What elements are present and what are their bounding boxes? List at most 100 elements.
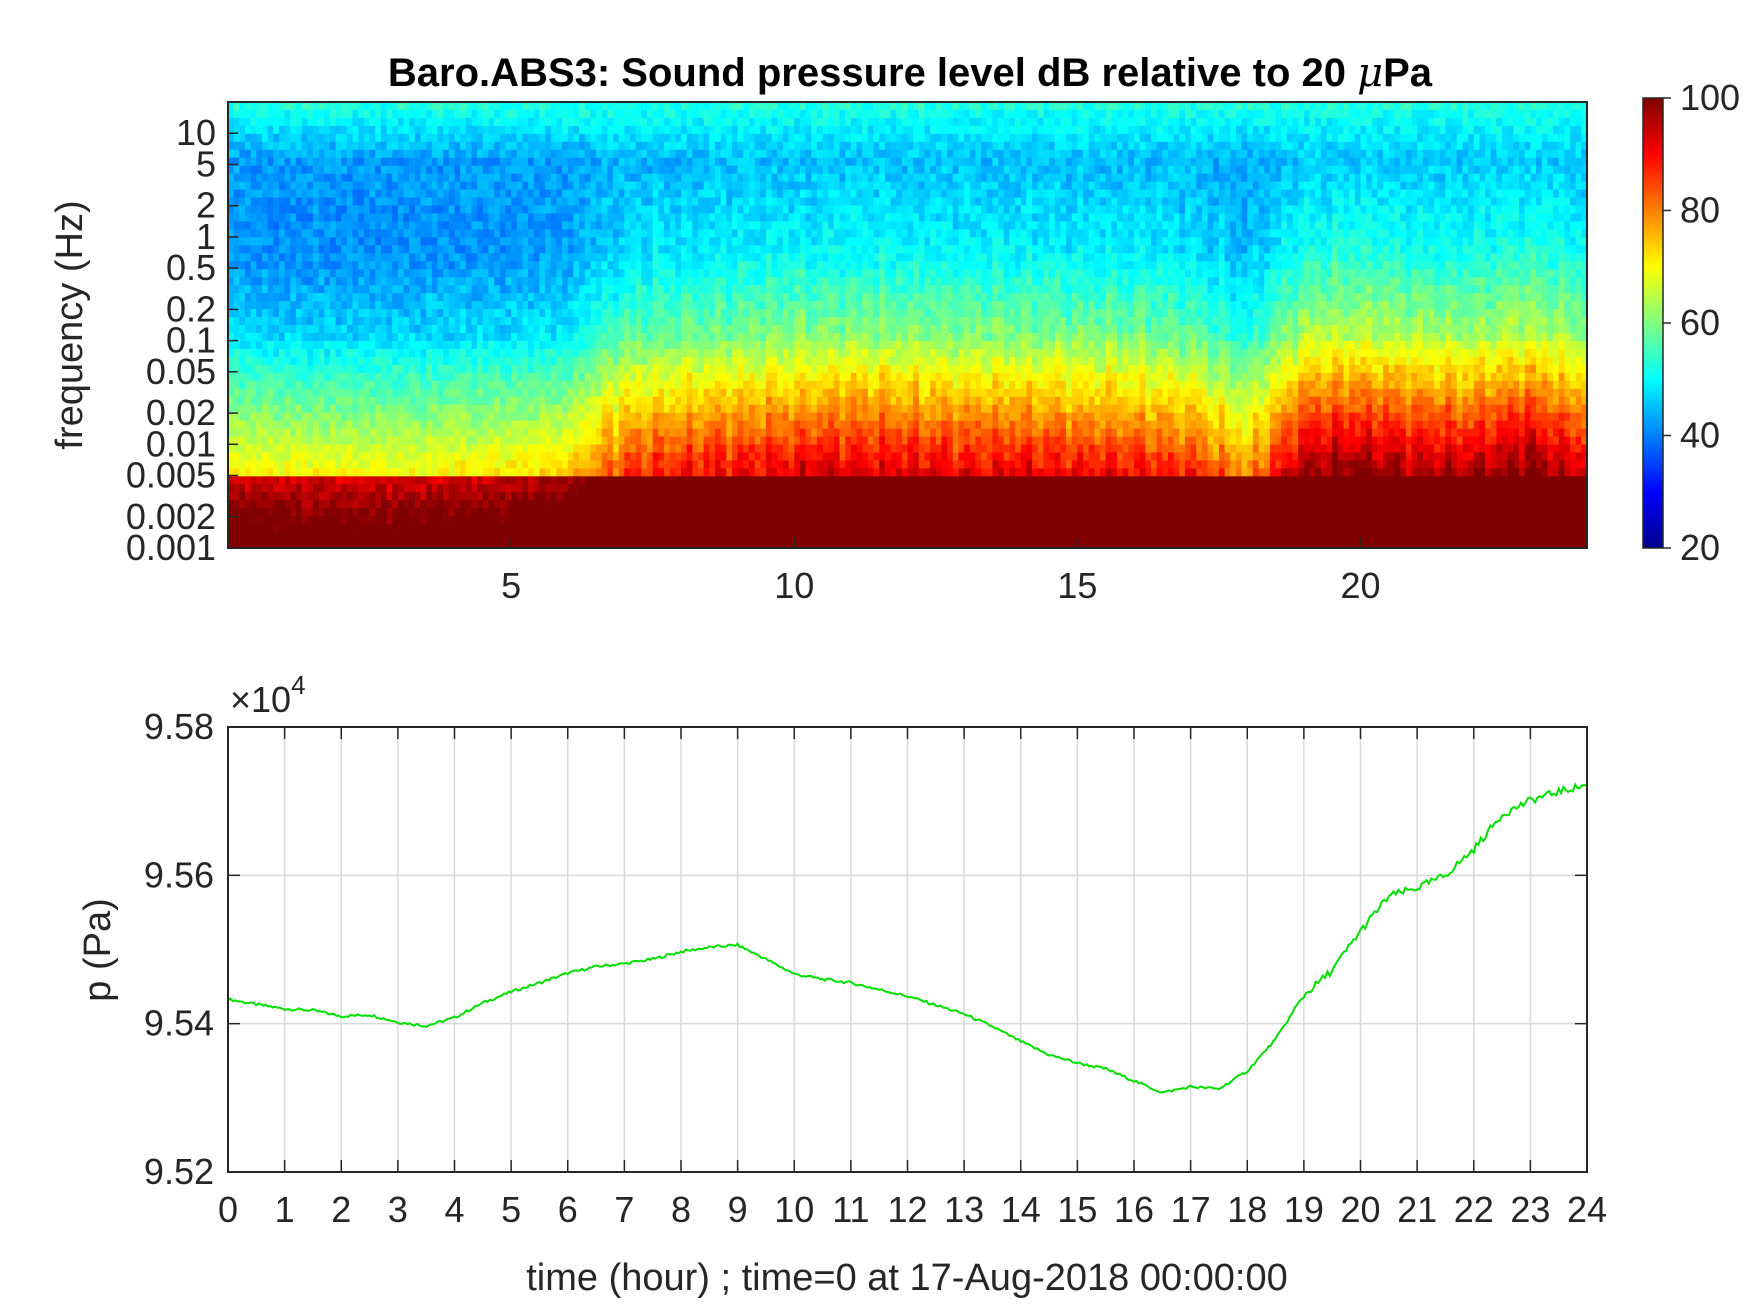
spectrogram-cell xyxy=(477,492,484,501)
spectrogram-cell xyxy=(618,189,625,199)
spectrogram-cell xyxy=(675,165,682,175)
spectrogram-cell xyxy=(669,444,676,454)
spectrogram-cell xyxy=(267,396,274,406)
spectrogram-cell xyxy=(505,356,512,366)
spectrogram-cell xyxy=(601,245,608,254)
spectrogram-cell xyxy=(352,388,359,398)
spectrogram-cell xyxy=(386,508,393,517)
spectrogram-cell xyxy=(511,540,518,549)
spectrogram-cell xyxy=(256,317,263,326)
spectrogram-cell xyxy=(567,317,575,326)
spectrogram-cell xyxy=(397,508,405,517)
spectrogram-cell xyxy=(420,189,427,199)
spectrogram-cell xyxy=(584,444,591,454)
spectrogram-cell xyxy=(329,205,337,215)
spectrogram-cell xyxy=(573,149,580,159)
spectrogram-cell xyxy=(448,540,456,549)
spectrogram-cell xyxy=(726,221,733,231)
spectrogram-cell xyxy=(652,245,659,254)
spectrogram-cell xyxy=(426,245,433,254)
spectrogram-cell xyxy=(448,460,456,469)
spectrogram-cell xyxy=(511,428,518,438)
spectrogram-cell xyxy=(409,133,416,143)
spectrogram-cell xyxy=(720,221,727,231)
spectrogram-cell xyxy=(431,189,439,199)
spectrogram-cell xyxy=(618,245,625,254)
spectrogram-cell xyxy=(590,149,597,159)
spectrogram-cell xyxy=(703,372,710,382)
spectrogram-cell xyxy=(312,197,320,207)
spectrogram-cell xyxy=(228,492,235,501)
spectrogram-cell xyxy=(652,428,659,438)
spectrogram-cell xyxy=(295,157,303,167)
spectrogram-cell xyxy=(607,181,614,191)
spectrogram-cell xyxy=(358,508,365,517)
spectrogram-cell xyxy=(301,245,308,254)
spectrogram-cell xyxy=(494,237,501,246)
spectrogram-cell xyxy=(443,125,450,135)
spectrogram-cell xyxy=(618,484,625,493)
spectrogram-cell xyxy=(239,340,246,350)
spectrogram-cell xyxy=(669,221,676,231)
spectrogram-cell xyxy=(312,133,320,143)
spectrogram-cell xyxy=(312,468,320,477)
spectrogram-cell xyxy=(312,149,320,159)
spectrogram-cell xyxy=(488,508,495,517)
spectrogram-cell xyxy=(471,133,478,143)
spectrogram-cell xyxy=(273,540,280,549)
spectrogram-cell xyxy=(664,237,671,246)
spectrogram-cell xyxy=(709,237,716,246)
spectrogram-cell xyxy=(329,340,337,350)
spectrogram-cell xyxy=(539,197,546,207)
spectrogram-cell xyxy=(528,532,535,541)
spectrogram-cell xyxy=(550,181,558,191)
spectrogram-cell xyxy=(307,309,314,318)
spectrogram-cell xyxy=(443,165,450,175)
spectrogram-cell xyxy=(318,340,325,350)
spectrogram-cell xyxy=(703,508,710,517)
spectrogram-cell xyxy=(295,165,303,175)
spectrogram-cell xyxy=(358,340,365,350)
spectrogram-cell xyxy=(550,205,558,215)
spectrogram-cell xyxy=(267,516,274,525)
spectrogram-cell xyxy=(278,452,286,461)
spectrogram-cell xyxy=(635,540,642,549)
spectrogram-cell xyxy=(652,476,659,485)
spectrogram-cell xyxy=(233,277,240,286)
spectrogram-cell xyxy=(477,348,484,358)
spectrogram-cell xyxy=(454,516,461,525)
spectrogram-cell xyxy=(420,348,427,358)
spectrogram-cell xyxy=(228,309,235,318)
spectrogram-cell xyxy=(380,332,388,342)
spectrogram-cell xyxy=(307,157,314,167)
spectrogram-cell xyxy=(443,117,450,127)
spectrogram-cell xyxy=(528,452,535,461)
spectrogram-cell xyxy=(731,133,739,143)
spectrogram-cell xyxy=(709,396,716,406)
spectrogram-cell xyxy=(414,109,422,119)
spectrogram-cell xyxy=(448,356,456,366)
spectrogram-cell xyxy=(448,285,456,294)
spectrogram-cell xyxy=(528,213,535,223)
spectrogram-cell xyxy=(658,102,665,111)
spectrogram-cell xyxy=(573,348,580,358)
spectrogram-cell xyxy=(658,165,665,175)
spectrogram-cell xyxy=(244,388,252,398)
spectrogram-cell xyxy=(539,173,546,183)
spectrogram-cell xyxy=(443,189,450,199)
spectrogram-cell xyxy=(324,404,331,414)
spectrogram-cell xyxy=(301,109,308,119)
spectrogram-cell xyxy=(324,141,331,151)
spectrogram-cell xyxy=(420,301,427,310)
spectrogram-cell xyxy=(471,181,478,191)
spectrogram-cell xyxy=(647,380,654,390)
spectrogram-cell xyxy=(624,221,631,231)
spectrogram-cell xyxy=(522,412,529,422)
spectrogram-cell xyxy=(596,317,603,326)
spectrogram-cell xyxy=(324,301,331,310)
spectrogram-cell xyxy=(494,173,501,183)
spectrogram-cell xyxy=(324,484,331,493)
spectrogram-cell xyxy=(312,540,320,549)
spectrogram-cell xyxy=(284,102,291,111)
spectrogram-cell xyxy=(658,221,665,231)
